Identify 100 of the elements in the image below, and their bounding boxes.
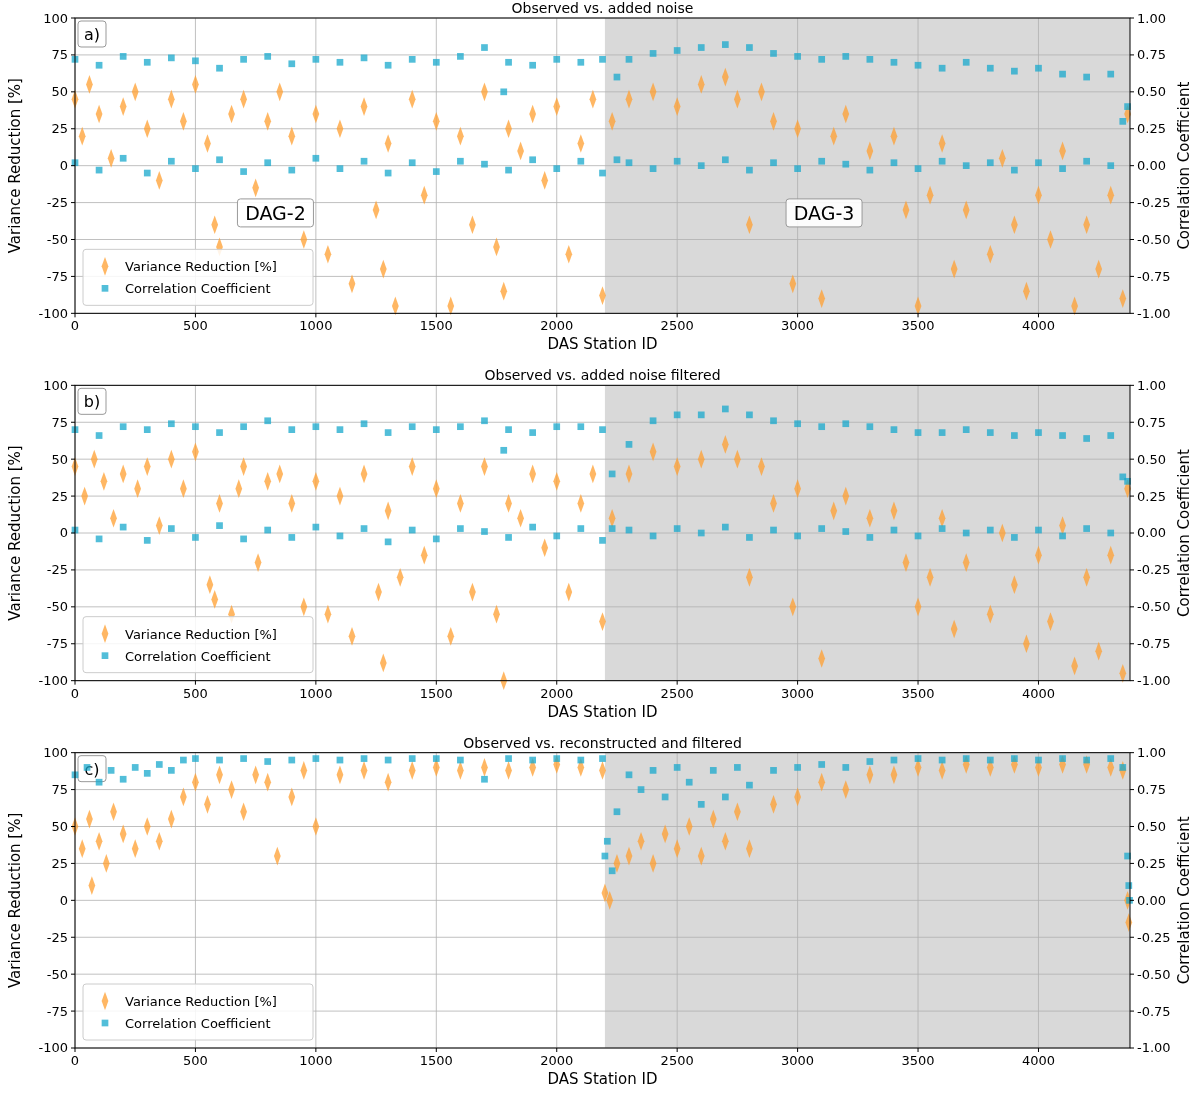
annotation: c) [84,759,100,779]
x-tick-label: 1000 [299,1053,333,1068]
y-tick-label: 75 [51,782,68,798]
y-tick-label: 100 [43,377,68,393]
y2-tick-label: 1.00 [1137,745,1166,761]
y2-tick-label: -0.75 [1137,268,1171,284]
legend-label: Variance Reduction [%] [125,994,277,1009]
annotation: DAG-2 [245,201,306,224]
y-tick-label: -75 [46,268,68,284]
y-axis-title: Variance Reduction [%] [6,445,24,621]
y-tick-label: -25 [46,929,68,945]
y2-tick-label: -0.50 [1137,966,1171,982]
y-tick-label: -50 [46,232,68,247]
x-tick-label: 1500 [419,685,453,701]
y-tick-label: 25 [51,855,68,871]
y2-tick-label: 0.00 [1137,158,1166,174]
y2-tick-label: -1.00 [1137,673,1171,689]
x-tick-label: 4000 [1021,318,1056,334]
y-axis-title: Variance Reduction [%] [6,78,24,254]
y-tick-label: 25 [51,121,68,137]
chart-title: Observed vs. added noise filtered [484,367,721,384]
x-tick-label: 0 [70,1053,80,1068]
x-tick-label: 500 [183,318,208,334]
y2-tick-label: -0.25 [1137,929,1171,945]
x-tick-label: 3500 [901,318,935,334]
x-tick-label: 3000 [781,1053,815,1068]
y2-tick-label: 0.25 [1137,121,1166,137]
y2-tick-label: 0.00 [1137,525,1166,541]
y-tick-label: -100 [38,1040,68,1056]
x-tick-label: 500 [183,1053,208,1068]
y-axis-title: Variance Reduction [%] [6,812,24,988]
y2-tick-label: 0.25 [1137,855,1166,871]
legend-label: Correlation Coefficient [125,648,271,664]
y-tick-label: 0 [59,892,68,908]
y-tick-label: 75 [51,47,68,63]
y2-axis-title: Correlation Coefficient [1175,81,1193,250]
y2-tick-label: 0.75 [1137,782,1166,798]
x-tick-label: 3500 [901,1053,935,1068]
x-tick-label: 3000 [781,685,815,701]
y2-tick-label: -1.00 [1137,1040,1171,1056]
x-tick-label: 2500 [660,1053,694,1068]
y2-tick-label: 0.75 [1137,47,1166,63]
x-tick-label: 1000 [299,685,333,701]
y2-tick-label: 0.75 [1137,414,1166,430]
y2-tick-label: -0.50 [1137,232,1171,247]
x-tick-label: 2500 [660,685,694,701]
x-tick-label: 0 [70,318,80,334]
x-axis-title: DAS Station ID [547,702,658,721]
y2-tick-label: 1.00 [1137,377,1166,393]
x-axis-title: DAS Station ID [547,335,658,354]
x-tick-label: 2000 [540,318,574,334]
y-tick-label: 25 [51,488,68,504]
y2-tick-label: 1.00 [1137,10,1166,26]
legend-label: Correlation Coefficient [125,1016,271,1031]
y2-tick-label: 0.50 [1137,84,1166,100]
y2-tick-label: 0.25 [1137,488,1166,504]
x-tick-label: 2000 [540,1053,574,1068]
annotation: b) [83,392,101,412]
y-tick-label: -50 [46,966,68,982]
y2-tick-label: -0.25 [1137,562,1171,578]
x-tick-label: 1500 [419,318,453,334]
y2-tick-label: -0.75 [1137,1003,1171,1019]
y-tick-label: 50 [51,84,68,100]
y-tick-label: 100 [43,745,68,761]
x-tick-label: 2000 [540,685,574,701]
y-tick-label: -50 [46,599,68,615]
x-tick-label: 1000 [299,318,333,334]
y2-tick-label: -0.25 [1137,195,1171,211]
y-tick-label: -25 [46,562,68,578]
y2-tick-label: 0.00 [1137,892,1166,908]
x-tick-label: 4000 [1021,685,1056,701]
x-tick-label: 3500 [901,685,935,701]
y-tick-label: -100 [38,673,68,689]
y2-tick-label: -1.00 [1137,305,1171,321]
x-tick-label: 500 [183,685,208,701]
y-tick-label: 50 [51,451,68,467]
y2-axis-title: Correlation Coefficient [1175,448,1193,617]
y-tick-label: 50 [51,819,68,834]
y-tick-label: -75 [46,1003,68,1019]
x-tick-label: 4000 [1021,1053,1056,1068]
annotation: DAG-3 [793,201,855,224]
legend-label: Correlation Coefficient [125,281,271,297]
legend-label: Variance Reduction [%] [125,259,277,275]
y-tick-label: 0 [59,158,68,174]
y-tick-label: -75 [46,636,68,652]
chart-title: Observed vs. added noise [511,0,694,16]
y-tick-label: -25 [46,195,68,211]
x-tick-label: 1500 [419,1053,453,1068]
annotation: a) [83,25,101,44]
y-tick-label: 0 [59,525,68,541]
y2-tick-label: 0.50 [1137,819,1166,834]
y-tick-label: 75 [51,414,68,430]
x-tick-label: 2500 [660,318,694,334]
y2-tick-label: -0.50 [1137,599,1171,615]
y2-tick-label: -0.75 [1137,636,1171,652]
x-axis-title: DAS Station ID [547,1070,658,1088]
x-tick-label: 3000 [781,318,815,334]
y2-axis-title: Correlation Coefficient [1175,816,1193,985]
y-tick-label: -100 [38,305,68,321]
legend-label: Variance Reduction [%] [125,626,277,642]
